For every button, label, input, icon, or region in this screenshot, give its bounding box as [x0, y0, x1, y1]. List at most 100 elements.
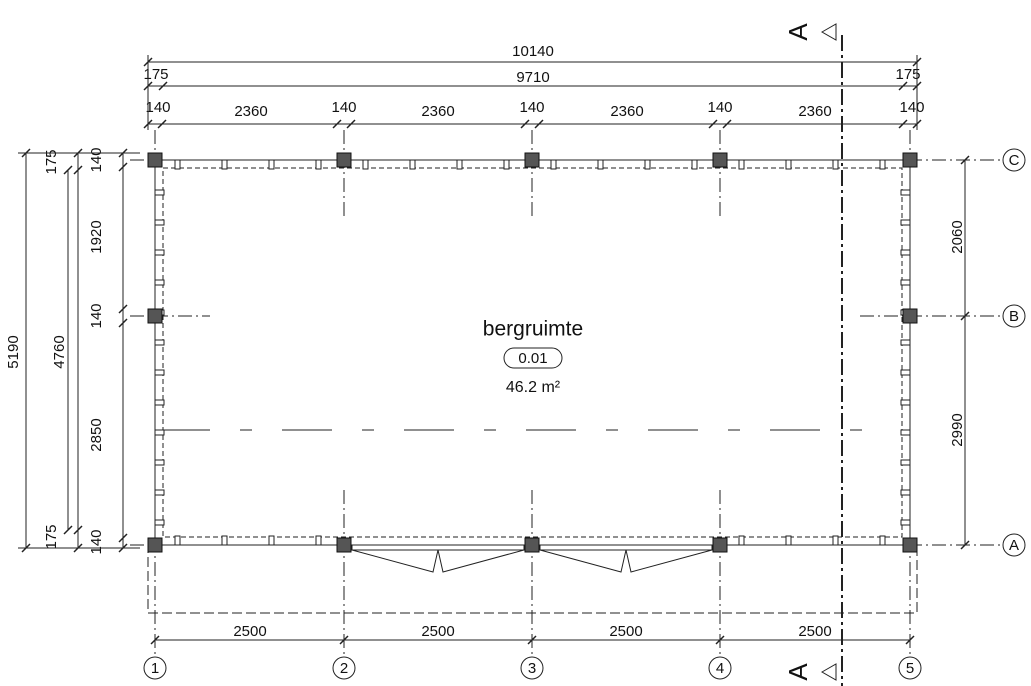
dim-tick: [63, 525, 73, 535]
stud: [456, 159, 463, 170]
section-label: A: [783, 23, 813, 41]
grid-label: A: [1009, 537, 1019, 554]
grid-bubble: [143, 656, 167, 680]
dim-tick: [520, 119, 530, 129]
dim-tick: [534, 119, 544, 129]
dim-tick: [73, 525, 83, 535]
grid-bubble: [898, 656, 922, 680]
room-number: 0.01: [518, 350, 547, 367]
stud: [315, 159, 322, 170]
grid-label: 4: [716, 660, 724, 677]
post: [336, 537, 352, 553]
dim-tick: [339, 635, 349, 645]
stud: [409, 159, 416, 170]
stud: [879, 535, 886, 546]
stud: [832, 535, 839, 546]
stud: [900, 219, 911, 226]
grid-bubble: [520, 656, 544, 680]
dim-label: 140: [145, 99, 170, 116]
dim-label: 2850: [88, 418, 105, 451]
dim-label: 2360: [798, 103, 831, 120]
stud: [221, 535, 228, 546]
stud: [785, 159, 792, 170]
post: [902, 308, 918, 324]
stud: [154, 279, 165, 286]
stud: [362, 159, 369, 170]
dim-tick: [73, 165, 83, 175]
post: [712, 537, 728, 553]
grid-bubble: [332, 656, 356, 680]
dim-label: 2060: [949, 220, 966, 253]
stud: [268, 535, 275, 546]
dim-tick: [150, 635, 160, 645]
dim-label: 2360: [421, 103, 454, 120]
stud: [597, 159, 604, 170]
stud: [221, 159, 228, 170]
post: [524, 537, 540, 553]
stud: [900, 249, 911, 256]
stud: [503, 159, 510, 170]
stud: [785, 535, 792, 546]
dim-tick: [722, 119, 732, 129]
stud: [900, 339, 911, 346]
dim-label: 140: [707, 99, 732, 116]
door-frame: [539, 544, 713, 551]
post: [712, 152, 728, 168]
dim-tick: [960, 540, 970, 550]
stud: [268, 159, 275, 170]
post: [147, 152, 163, 168]
grid-label: 3: [528, 660, 536, 677]
grid-bubble: [1002, 304, 1026, 328]
dim-label: 2360: [234, 103, 267, 120]
dim-label: 4760: [51, 335, 68, 368]
room-area: 46.2 m²: [506, 379, 561, 396]
grid-bubble: [708, 656, 732, 680]
grid-label: C: [1009, 152, 1020, 169]
post: [336, 152, 352, 168]
dim-label: 175: [43, 149, 60, 174]
dim-tick: [715, 635, 725, 645]
stud: [154, 399, 165, 406]
dim-label: 9710: [516, 69, 549, 86]
dim-label: 2500: [609, 623, 642, 640]
room-number-oval: [503, 347, 563, 369]
post: [147, 308, 163, 324]
dim-label: 140: [519, 99, 544, 116]
dim-label: 2360: [610, 103, 643, 120]
stud: [154, 429, 165, 436]
post: [902, 152, 918, 168]
stud: [154, 519, 165, 526]
dim-label: 140: [899, 99, 924, 116]
dim-tick: [332, 119, 342, 129]
grid-label: 1: [151, 660, 159, 677]
stud: [550, 159, 557, 170]
dim-label: 140: [88, 303, 105, 328]
dim-tick: [118, 318, 128, 328]
inner-wall: [162, 167, 903, 538]
grid-bubble: [1002, 533, 1026, 557]
stud: [315, 535, 322, 546]
dim-label: 140: [331, 99, 356, 116]
dim-label: 175: [43, 524, 60, 549]
dim-label: 140: [88, 147, 105, 172]
post: [902, 537, 918, 553]
stud: [154, 189, 165, 196]
stud: [154, 249, 165, 256]
room-name: bergruimte: [483, 318, 583, 341]
stud: [691, 159, 698, 170]
dim-label: 1920: [88, 220, 105, 253]
section-arrow: [820, 663, 837, 681]
stud: [900, 369, 911, 376]
grid-label: B: [1009, 308, 1019, 325]
stud: [738, 535, 745, 546]
door-frame: [351, 544, 525, 551]
dim-label: 2500: [233, 623, 266, 640]
dim-label: 175: [143, 66, 168, 83]
stud: [879, 159, 886, 170]
dim-label: 5190: [5, 335, 22, 368]
stud: [174, 159, 181, 170]
post: [524, 152, 540, 168]
stud: [154, 339, 165, 346]
stud: [900, 429, 911, 436]
